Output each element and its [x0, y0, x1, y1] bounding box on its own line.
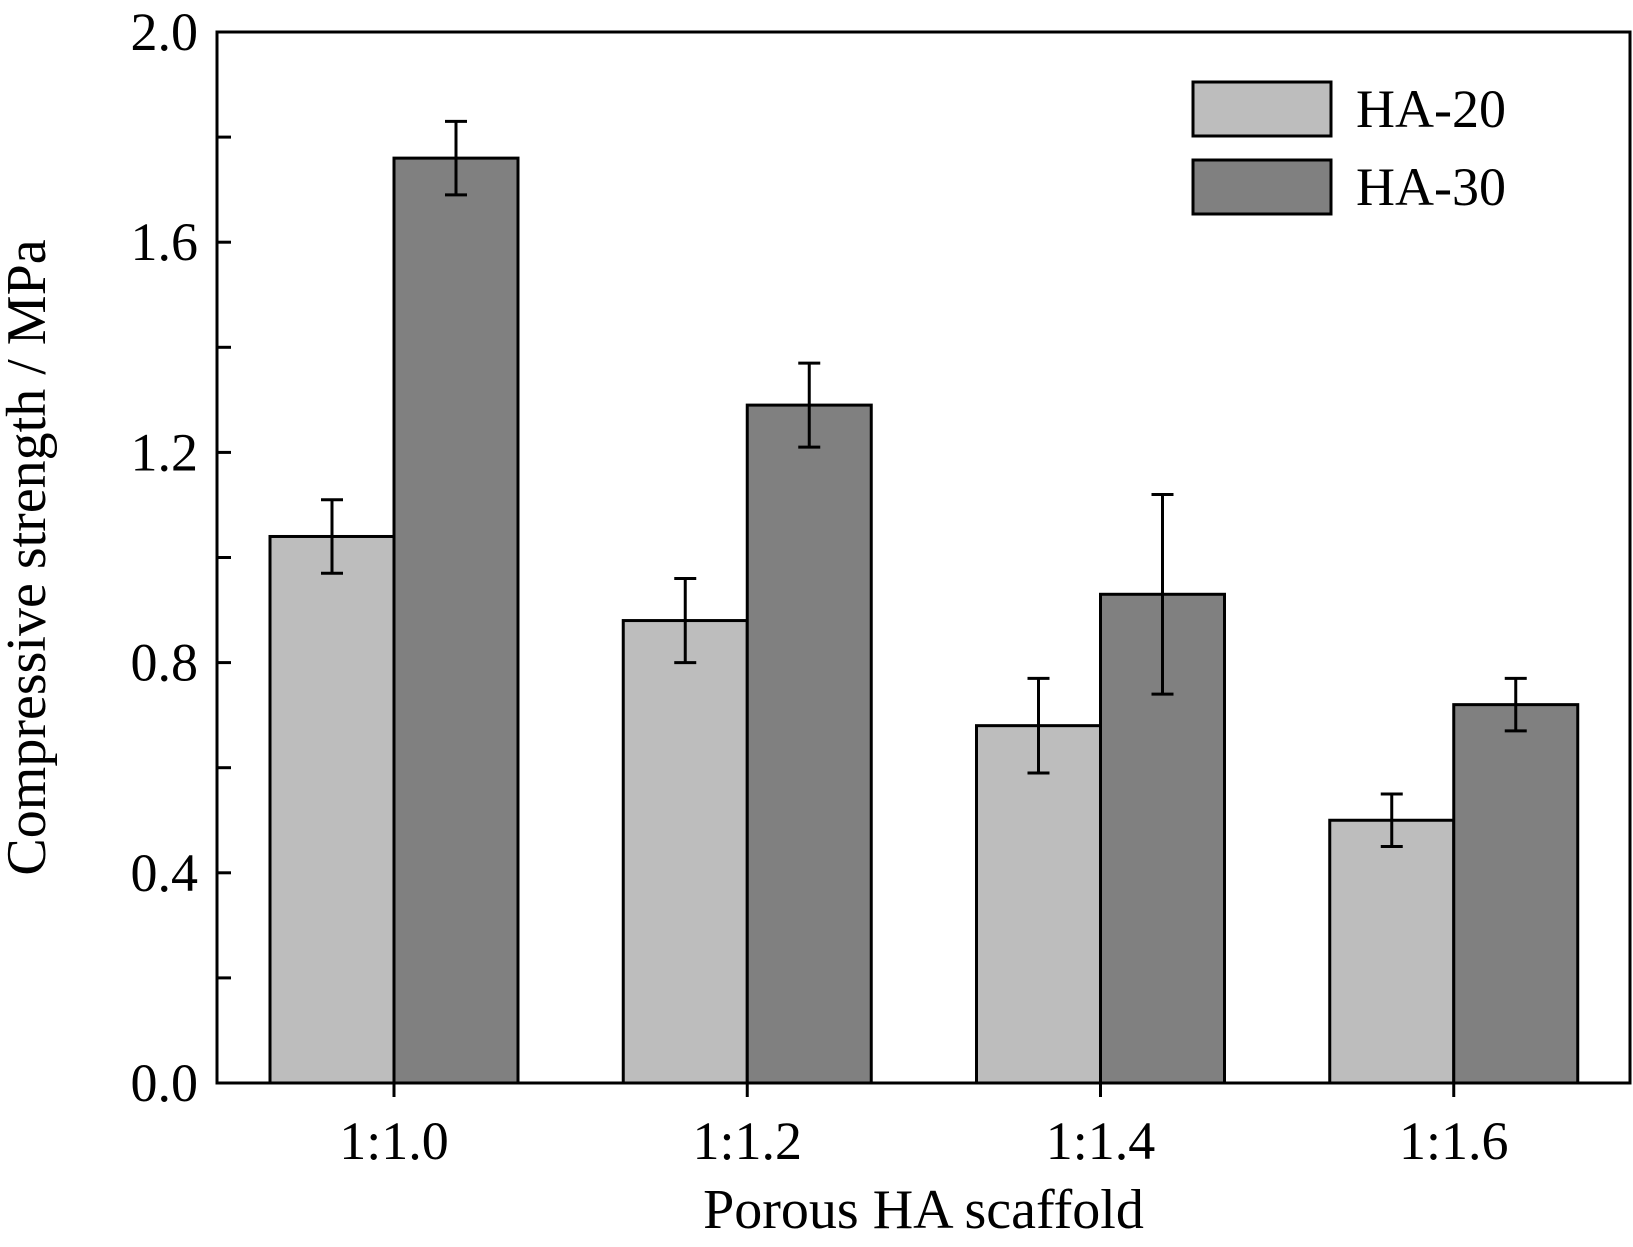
bar-ha-20-2	[621, 619, 749, 1085]
x-tick-label: 1:1.2	[692, 1111, 802, 1171]
legend: HA-20 HA-30	[1191, 79, 1506, 217]
bar-ha-20-4	[1328, 818, 1456, 1085]
error-bar-ha-20-2	[674, 577, 697, 665]
legend-swatch	[1191, 158, 1333, 216]
x-tick-label: 1:1.6	[1399, 1111, 1509, 1171]
error-bar-ha-20-4	[1380, 792, 1403, 849]
y-tick-label: 1.2	[131, 422, 199, 482]
error-bar-ha-30-4	[1504, 676, 1527, 733]
error-bar-ha-20-1	[321, 498, 343, 575]
bar-ha-20-3	[975, 724, 1102, 1085]
error-bar-ha-20-3	[1027, 676, 1050, 775]
y-tick-label: 0.0	[131, 1053, 199, 1113]
error-bars	[321, 119, 1527, 849]
legend-label: HA-30	[1356, 157, 1506, 217]
x-axis-title: Porous HA scaffold	[703, 1179, 1144, 1241]
x-tick-label: 1:1.4	[1046, 1111, 1156, 1171]
y-axis-ticks: 0.0 0.4 0.8 1.2 1.6 2.0	[131, 2, 231, 1113]
y-tick-label: 2.0	[131, 2, 199, 62]
legend-item-ha-20: HA-20	[1191, 79, 1506, 139]
bar-ha-20-1	[268, 534, 396, 1085]
bar-ha-30-1	[392, 156, 520, 1085]
legend-swatch	[1191, 80, 1333, 138]
legend-item-ha-30: HA-30	[1191, 157, 1506, 217]
legend-label: HA-20	[1356, 79, 1506, 139]
bar-ha-30-4	[1452, 703, 1580, 1085]
bar-ha-30-2	[745, 403, 873, 1085]
y-tick-label: 0.4	[131, 843, 199, 903]
y-tick-label: 1.6	[131, 212, 199, 272]
x-tick-label: 1:1.0	[339, 1111, 449, 1171]
error-bar-ha-30-1	[445, 119, 467, 197]
x-axis-ticks: 1:1.0 1:1.2 1:1.4 1:1.6	[339, 1083, 1509, 1171]
error-bar-ha-30-3	[1151, 492, 1174, 696]
plot-bars	[268, 156, 1580, 1085]
y-tick-label: 0.8	[131, 633, 199, 693]
error-bar-ha-30-2	[798, 361, 821, 449]
y-axis-title: Compressive strength / MPa	[0, 239, 58, 875]
